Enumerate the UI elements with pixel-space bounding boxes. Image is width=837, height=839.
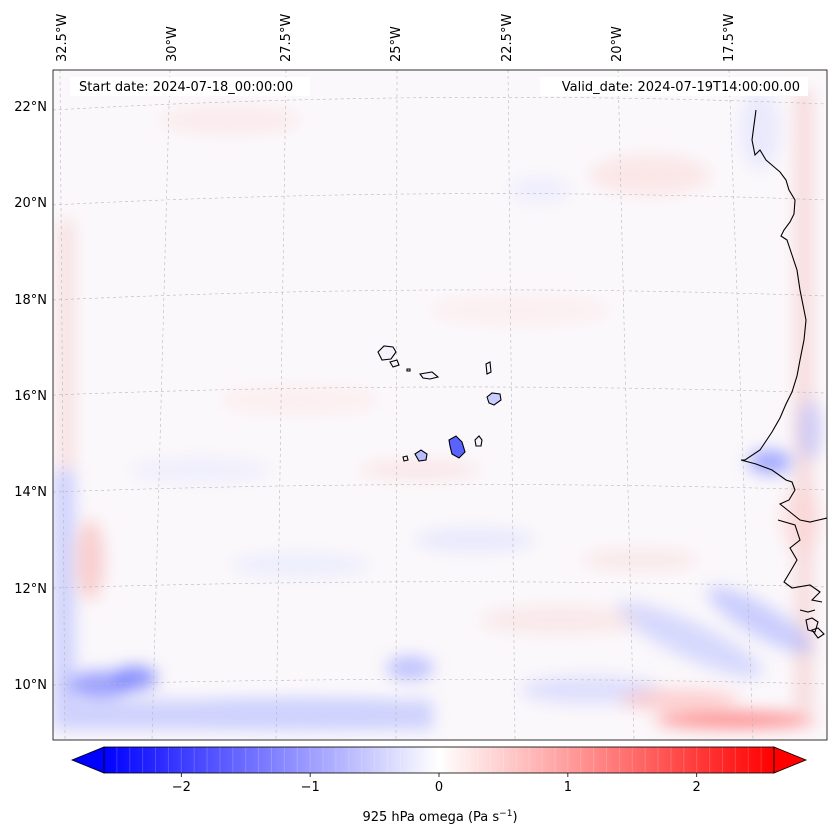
- lon-label-20w: 20°W: [610, 26, 625, 62]
- lat-label-18n: 18°N: [14, 293, 47, 308]
- colorbar: −2 −1 0 1 2 925 hPa omega (Pa s−1): [70, 746, 808, 825]
- lon-label-30w: 30°W: [165, 26, 180, 62]
- colorbar-steps: [116, 747, 762, 773]
- cape-verde-islands: [377, 345, 502, 462]
- colorbar-label: 925 hPa omega (Pa s−1): [362, 809, 517, 825]
- start-date-box: [70, 77, 310, 96]
- valid-date-label: Valid_date: 2024-07-19T14:00:00.00: [562, 80, 800, 95]
- colorbar-tick-label: −1: [301, 780, 320, 795]
- negative-omega-patches: [68, 90, 822, 720]
- colorbar-ticks: −2 −1 0 1 2: [172, 773, 701, 795]
- lon-label-27-5w: 27.5°W: [279, 14, 294, 62]
- valid-date-box: [540, 77, 808, 96]
- start-date-label: Start date: 2024-07-18_00:00:00: [79, 80, 293, 95]
- lat-label-10n: 10°N: [14, 678, 47, 693]
- colorbar-tick-label: 0: [435, 780, 443, 795]
- positive-omega-patches: [76, 106, 820, 728]
- colorbar-max-extend: [773, 746, 808, 774]
- colorbar-tick-label: −2: [172, 780, 191, 795]
- lat-label-12n: 12°N: [14, 582, 47, 597]
- gridlines: [53, 70, 827, 740]
- lat-label-16n: 16°N: [14, 389, 47, 404]
- colorbar-tick-label: 2: [693, 780, 701, 795]
- longitude-labels: 32.5°W 30°W 27.5°W 25°W 22.5°W 20°W 17.5…: [55, 14, 737, 62]
- lat-label-14n: 14°N: [14, 485, 47, 500]
- lon-label-22-5w: 22.5°W: [500, 14, 515, 62]
- map-panel[interactable]: [52, 69, 828, 741]
- latitude-labels: 22°N 20°N 18°N 16°N 14°N 12°N 10°N: [14, 100, 47, 693]
- lat-label-20n: 20°N: [14, 196, 47, 211]
- lon-label-25w: 25°W: [389, 26, 404, 62]
- omega-field: [53, 70, 827, 740]
- lon-label-17-5w: 17.5°W: [722, 14, 737, 62]
- lon-label-32-5w: 32.5°W: [55, 14, 70, 62]
- colorbar-tick-label: 1: [564, 780, 572, 795]
- lat-label-22n: 22°N: [14, 100, 47, 115]
- coastline: [740, 109, 827, 639]
- map-frame: [52, 69, 828, 741]
- colorbar-min-extend: [70, 746, 105, 774]
- colorbar-gradient: [104, 747, 774, 773]
